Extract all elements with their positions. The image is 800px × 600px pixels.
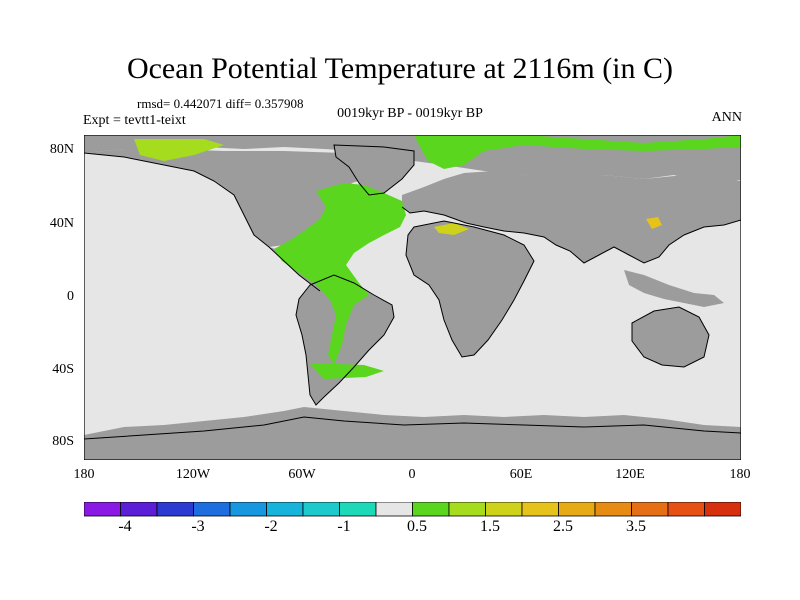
arctic-anomaly-west xyxy=(134,139,224,161)
colorbar-box xyxy=(448,502,486,517)
lon-label-0: 0 xyxy=(408,467,416,482)
colorbar-box xyxy=(193,502,231,517)
colorbar-label-3p5: 3.5 xyxy=(626,518,646,535)
coastline-north-america xyxy=(84,152,321,292)
colorbar-box xyxy=(375,502,413,517)
colorbar-box xyxy=(339,502,377,517)
lat-label-0: 0 xyxy=(67,289,74,304)
colorbar-label-neg1: -1 xyxy=(337,518,351,535)
colorbar-box xyxy=(412,502,450,517)
colorbar-box xyxy=(558,502,596,517)
colorbar-box xyxy=(84,502,121,517)
lon-label-180e: 180 xyxy=(729,467,751,482)
world-map xyxy=(84,135,741,460)
africa xyxy=(406,221,534,357)
colorbar-box xyxy=(704,502,741,517)
lon-label-60w: 60W xyxy=(288,467,316,482)
plot-title: Ocean Potential Temperature at 2116m (in… xyxy=(126,52,674,85)
atlantic-anomaly xyxy=(274,183,406,365)
coastline-south-america xyxy=(295,274,395,406)
season-label: ANN xyxy=(711,110,742,125)
japan-sea-anomaly xyxy=(646,217,662,229)
lon-label-120e: 120E xyxy=(615,467,645,482)
southeast-asia xyxy=(624,270,724,307)
lat-label-40n: 40N xyxy=(49,216,74,231)
colorbar-box xyxy=(485,502,523,517)
lat-label-80n: 80N xyxy=(49,142,74,157)
lat-label-40s: 40S xyxy=(52,362,74,377)
arctic-anomaly-east xyxy=(414,135,741,169)
colorbar-label-2p5: 2.5 xyxy=(553,518,573,535)
stats-label: rmsd= 0.442071 diff= 0.357908 xyxy=(137,96,304,111)
colorbar-label-neg4: -4 xyxy=(118,518,132,535)
eurasia xyxy=(402,171,741,263)
colorbar-box xyxy=(156,502,194,517)
colorbar-box xyxy=(667,502,705,517)
lon-label-180w: 180 xyxy=(73,467,95,482)
colorbar-label-neg3: -3 xyxy=(191,518,205,535)
lon-label-60e: 60E xyxy=(509,467,533,482)
coastline-greenland xyxy=(333,144,415,196)
coastline-eurasia xyxy=(401,206,741,264)
greenland xyxy=(334,145,414,195)
colorbar-box xyxy=(521,502,559,517)
mediterranean-anomaly xyxy=(434,223,469,235)
coastline-africa xyxy=(405,220,535,358)
colorbar-label-0p5: 0.5 xyxy=(407,518,427,535)
colorbar-box xyxy=(631,502,669,517)
coastline-antarctica xyxy=(84,416,741,440)
antarctica xyxy=(84,407,741,460)
period-label: 0019kyr BP - 0019kyr BP xyxy=(337,106,483,121)
colorbar xyxy=(84,502,741,517)
lat-label-80s: 80S xyxy=(52,434,74,449)
colorbar-box xyxy=(594,502,632,517)
colorbar-box xyxy=(266,502,304,517)
experiment-label: Expt = tevtt1-teixt xyxy=(83,113,186,128)
lon-label-120w: 120W xyxy=(175,467,211,482)
colorbar-box xyxy=(120,502,158,517)
colorbar-label-1p5: 1.5 xyxy=(480,518,500,535)
colorbar-box xyxy=(302,502,340,517)
coastline-australia xyxy=(631,306,710,368)
colorbar-label-neg2: -2 xyxy=(264,518,278,535)
colorbar-box xyxy=(229,502,267,517)
southern-anomaly xyxy=(309,363,384,379)
australia xyxy=(632,307,709,367)
